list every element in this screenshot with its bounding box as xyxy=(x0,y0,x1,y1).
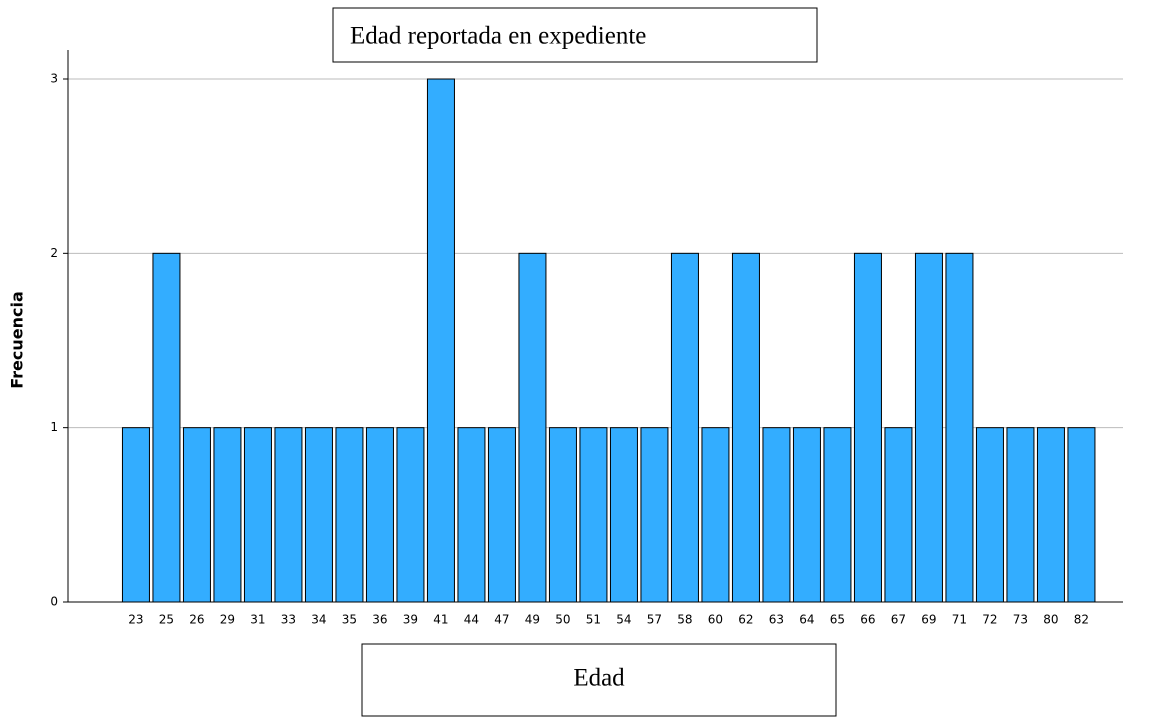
y-tick-label: 0 xyxy=(50,595,58,609)
x-tick-label: 64 xyxy=(799,613,814,627)
bar xyxy=(792,427,821,603)
x-tick-label: 44 xyxy=(464,613,479,627)
x-tick-label: 57 xyxy=(647,613,662,627)
bar xyxy=(457,427,486,603)
bar xyxy=(274,427,303,603)
bar xyxy=(609,427,638,603)
bar xyxy=(182,427,211,603)
x-tick-label: 50 xyxy=(555,613,570,627)
bar xyxy=(884,427,913,603)
x-tick-label: 23 xyxy=(128,613,143,627)
bar xyxy=(213,427,242,603)
bar xyxy=(579,427,608,603)
x-tick-label: 36 xyxy=(372,613,387,627)
bar xyxy=(243,427,272,603)
bar xyxy=(487,427,516,603)
bar xyxy=(335,427,364,603)
bar xyxy=(914,252,943,603)
x-tick-label: 71 xyxy=(952,613,967,627)
bar xyxy=(731,252,760,603)
x-tick-label: 49 xyxy=(525,613,540,627)
bar xyxy=(152,252,181,603)
bar xyxy=(1006,427,1035,603)
x-tick-label: 67 xyxy=(891,613,906,627)
y-tick-label: 3 xyxy=(50,72,58,86)
x-tick-label: 66 xyxy=(860,613,875,627)
x-tick-label: 41 xyxy=(433,613,448,627)
x-tick-label: 63 xyxy=(769,613,784,627)
x-tick-label: 72 xyxy=(982,613,997,627)
x-tick-label: 29 xyxy=(220,613,235,627)
y-axis-label: Frecuencia xyxy=(8,291,27,389)
x-tick-label: 39 xyxy=(403,613,418,627)
bar xyxy=(121,427,150,603)
x-tick-label: 31 xyxy=(250,613,265,627)
x-tick-label: 47 xyxy=(494,613,509,627)
bar xyxy=(640,427,669,603)
x-label-box xyxy=(361,643,837,717)
bar xyxy=(365,427,394,603)
bar xyxy=(518,252,547,603)
x-tick-label: 51 xyxy=(586,613,601,627)
bar xyxy=(701,427,730,603)
bar xyxy=(548,427,577,603)
chart-title: Edad reportada en expediente xyxy=(350,23,646,50)
bar xyxy=(670,252,699,603)
bar xyxy=(823,427,852,603)
x-axis-label: Edad xyxy=(573,665,625,692)
x-tick-label: 80 xyxy=(1043,613,1058,627)
bar xyxy=(1067,427,1096,603)
x-tick-label: 54 xyxy=(616,613,631,627)
bar xyxy=(396,427,425,603)
y-tick-label: 1 xyxy=(50,420,58,434)
bar xyxy=(975,427,1004,603)
x-tick-label: 26 xyxy=(189,613,204,627)
bar xyxy=(762,427,791,603)
y-tick-label: 2 xyxy=(50,246,58,260)
x-tick-label: 34 xyxy=(311,613,326,627)
x-tick-label: 35 xyxy=(342,613,357,627)
bar xyxy=(1036,427,1065,603)
x-tick-label: 69 xyxy=(921,613,936,627)
bar xyxy=(853,252,882,603)
x-tick-label: 33 xyxy=(281,613,296,627)
x-tick-label: 25 xyxy=(159,613,174,627)
x-tick-label: 62 xyxy=(738,613,753,627)
bar xyxy=(426,78,455,603)
x-tick-label: 65 xyxy=(830,613,845,627)
bar xyxy=(304,427,333,603)
x-tick-label: 58 xyxy=(677,613,692,627)
x-tick-label: 60 xyxy=(708,613,723,627)
title-box xyxy=(332,7,818,63)
x-tick-label: 73 xyxy=(1013,613,1028,627)
x-tick-label: 82 xyxy=(1074,613,1089,627)
bar xyxy=(945,252,974,603)
